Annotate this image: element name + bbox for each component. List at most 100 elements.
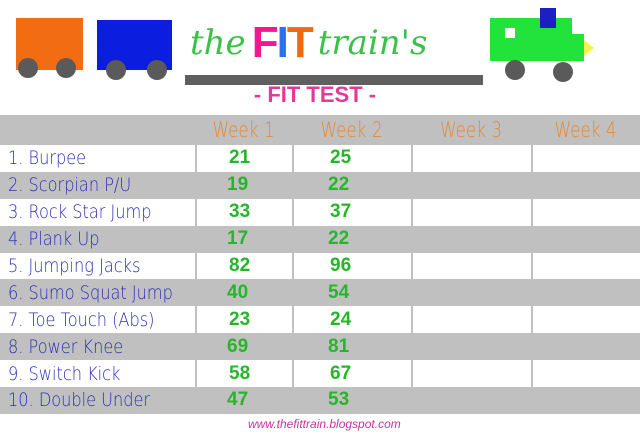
score-value: 82 [229,255,251,276]
score-value: 37 [330,201,352,223]
table-row: 9. Switch Kick 58 67 [0,360,640,388]
score-cell-week-2: 25 [292,145,411,172]
exercise-cell: 4. Plank Up [0,226,195,253]
exercise-cell: 1. Burpee [0,145,195,172]
score-value: 24 [330,308,352,330]
score-cell-week-1: 40 [195,279,292,306]
score-cell-week-4 [531,172,640,199]
logo: the FIT train's [190,8,427,68]
engine-light [584,40,594,56]
score-cell-week-1: 19 [195,172,292,199]
exercise-name: 10. Double Under [8,389,151,412]
score-value: 54 [328,281,350,303]
score-cell-week-3 [411,333,531,360]
exercise-name: 6. Sumo Squat Jump [8,281,173,304]
exercise-cell: 2. Scorpian P/U [0,172,195,199]
score-value: 21 [229,147,251,169]
score-cell-week-4 [531,360,640,388]
score-value: 81 [328,335,350,357]
exercise-cell: 9. Switch Kick [0,360,195,387]
table-row: 5. Jumping Jacks 82 96 [0,252,640,280]
table-row: 4. Plank Up 17 22 [0,225,640,253]
score-value: 58 [229,362,251,384]
exercise-cell: 8. Power Knee [0,333,195,360]
table-row: 6. Sumo Squat Jump 40 54 [0,279,640,307]
score-value: 25 [330,147,352,169]
score-cell-week-4 [531,145,640,172]
wheel [553,62,573,82]
score-value: 40 [227,281,249,303]
logo-prefix: the [190,23,246,63]
score-cell-week-4 [531,226,640,253]
score-cell-week-4 [531,198,640,226]
table-row: 8. Power Knee 69 81 [0,333,640,361]
score-cell-week-4 [531,333,640,360]
score-value: 67 [330,362,352,384]
score-value: 33 [229,201,251,223]
score-cell-week-2: 22 [292,226,411,253]
score-cell-week-1: 21 [195,145,292,172]
exercise-name: 4. Plank Up [8,228,100,251]
score-cell-week-2: 67 [292,360,411,388]
score-cell-week-4 [531,252,640,280]
exercise-name: 7. Toe Touch (Abs) [8,308,155,331]
table-row: 3. Rock Star Jump 33 37 [0,198,640,226]
header-week-3: Week 3 [439,118,503,142]
logo-fit: FIT [251,18,314,67]
score-cell-week-3 [411,172,531,199]
exercise-cell: 3. Rock Star Jump [0,199,195,226]
exercise-cell: 5. Jumping Jacks [0,253,195,280]
score-cell-week-2: 96 [292,252,411,280]
logo-suffix: train's [317,23,428,63]
table-row: 7. Toe Touch (Abs) 23 24 [0,306,640,334]
exercise-name: 1. Burpee [8,147,87,170]
table-row: 1. Burpee 21 25 [0,145,640,172]
table-row: 10. Double Under 47 53 [0,387,640,414]
score-cell-week-3 [411,252,531,280]
score-cell-week-3 [411,279,531,306]
score-cell-week-2: 24 [292,306,411,334]
score-cell-week-3 [411,360,531,388]
score-value: 17 [227,228,249,250]
score-cell-week-2: 81 [292,333,411,360]
score-cell-week-3 [411,198,531,226]
page-subtitle: - FIT TEST - [253,82,377,107]
score-value: 69 [227,335,249,357]
score-cell-week-1: 33 [195,198,292,226]
score-cell-week-3 [411,145,531,172]
engine-window [505,28,515,38]
exercise-cell: 7. Toe Touch (Abs) [0,306,195,333]
score-value: 47 [227,389,249,411]
exercise-name: 9. Switch Kick [8,362,121,385]
score-value: 22 [328,174,350,196]
score-cell-week-2: 54 [292,279,411,306]
fit-test-table: Week 1 Week 2 Week 3 Week 4 1. Burpee 21 2… [0,115,640,414]
score-cell-week-2: 22 [292,172,411,199]
header-week-2: Week 2 [320,118,383,142]
score-cell-week-3 [411,306,531,334]
engine-chimney [540,8,556,28]
score-value: 22 [328,228,350,250]
score-cell-week-4 [531,306,640,334]
score-cell-week-1: 47 [195,387,292,414]
header-week-1: Week 1 [212,118,275,142]
table-header-row: Week 1 Week 2 Week 3 Week 4 [0,115,640,145]
wheel [56,58,76,78]
wheel [106,60,126,80]
score-value: 23 [229,308,251,330]
engine-body [490,18,572,61]
score-cell-week-3 [411,387,531,414]
score-cell-week-4 [531,387,640,414]
score-cell-week-1: 82 [195,252,292,280]
score-cell-week-1: 23 [195,306,292,334]
wheel [147,60,167,80]
score-cell-week-1: 17 [195,226,292,253]
engine-front [560,34,584,61]
rail-line [185,75,483,85]
exercise-cell: 6. Sumo Squat Jump [0,279,195,306]
score-cell-week-4 [531,279,640,306]
exercise-name: 8. Power Knee [8,335,124,358]
score-cell-week-3 [411,226,531,253]
wheel [505,60,525,80]
exercise-name: 2. Scorpian P/U [8,174,132,197]
